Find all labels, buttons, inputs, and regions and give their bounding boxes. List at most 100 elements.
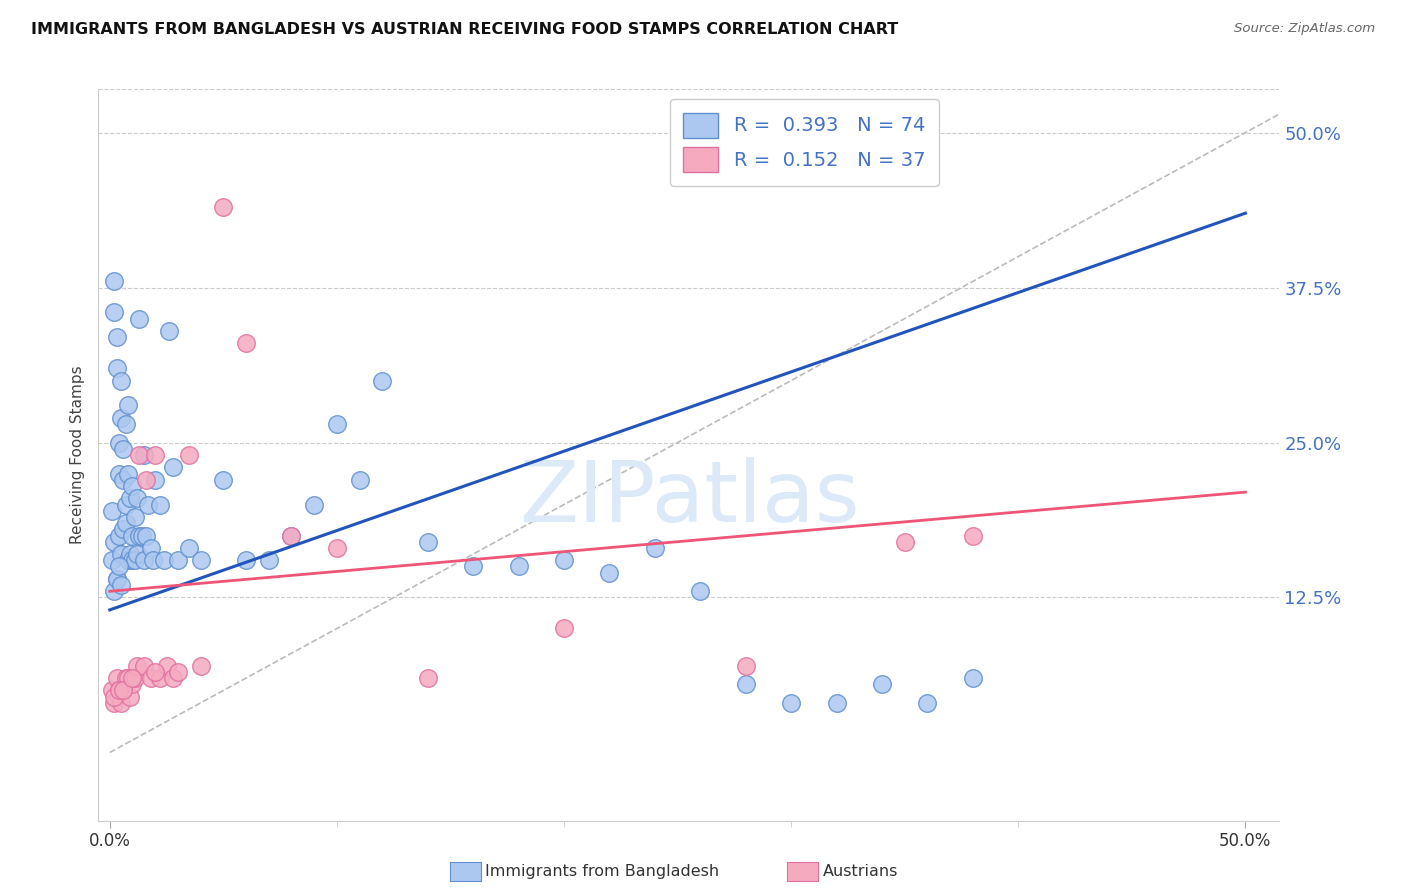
Point [131,528,153,542]
Point [108,435,131,450]
Point [235,336,257,351]
Point [120,690,142,704]
Point [103,534,125,549]
Point [105,572,128,586]
Point [117,671,139,685]
Point [121,479,143,493]
Point [108,528,131,542]
Point [132,553,155,567]
Point [108,559,131,574]
Point [149,671,172,685]
Point [212,473,235,487]
Point [112,473,135,487]
Point [825,696,848,710]
Point [962,528,984,542]
Text: Source: ZipAtlas.com: Source: ZipAtlas.com [1234,22,1375,36]
Point [120,491,142,506]
Point [162,671,184,685]
Point [101,504,124,518]
Point [190,658,212,673]
Point [128,448,150,462]
Point [143,473,166,487]
Point [121,528,143,542]
Point [114,417,136,431]
Point [101,683,124,698]
Point [143,448,166,462]
Point [553,622,575,636]
Point [124,671,146,685]
Point [280,528,302,542]
Legend: R =  0.393   N = 74, R =  0.152   N = 37: R = 0.393 N = 74, R = 0.152 N = 37 [669,99,939,186]
Point [124,509,146,524]
Point [893,534,915,549]
Point [105,361,128,376]
Point [110,374,132,388]
Point [917,696,939,710]
Point [371,374,394,388]
Point [153,553,176,567]
Point [302,498,325,512]
Point [463,559,485,574]
Point [598,566,620,580]
Point [143,665,166,679]
Point [734,677,756,691]
Point [121,677,143,691]
Point [179,448,201,462]
Point [167,665,190,679]
Point [962,671,984,685]
Point [135,528,157,542]
Point [553,553,575,567]
Point [114,671,136,685]
Point [142,553,165,567]
Point [108,467,131,481]
Point [128,311,150,326]
Text: ZIPatlas: ZIPatlas [519,458,859,541]
Point [125,491,148,506]
Point [734,658,756,673]
Point [103,690,125,704]
Point [235,553,257,567]
Point [110,410,132,425]
Point [167,553,190,567]
Point [349,473,371,487]
Y-axis label: Receiving Food Stamps: Receiving Food Stamps [69,366,84,544]
Point [121,553,143,567]
Point [103,274,125,288]
Point [124,553,146,567]
Point [117,398,139,412]
Point [132,448,155,462]
Point [326,541,349,555]
Point [110,696,132,710]
Point [689,584,711,599]
Point [162,460,184,475]
Point [135,473,157,487]
Point [280,528,302,542]
Point [120,547,142,561]
Point [508,559,530,574]
Point [110,578,132,592]
Point [139,671,162,685]
Point [114,516,136,530]
Point [112,522,135,536]
Point [870,677,893,691]
Point [149,498,172,512]
Point [117,467,139,481]
Point [117,553,139,567]
Text: Austrians: Austrians [823,864,898,879]
Point [157,324,180,338]
Point [139,541,162,555]
Point [125,547,148,561]
Point [103,584,125,599]
Point [257,553,280,567]
Point [103,305,125,319]
Point [179,541,201,555]
Point [108,683,131,698]
Point [125,658,148,673]
Point [780,696,803,710]
Point [644,541,666,555]
Point [110,547,132,561]
Point [138,498,160,512]
Point [212,200,235,214]
Point [132,658,155,673]
Point [416,671,439,685]
